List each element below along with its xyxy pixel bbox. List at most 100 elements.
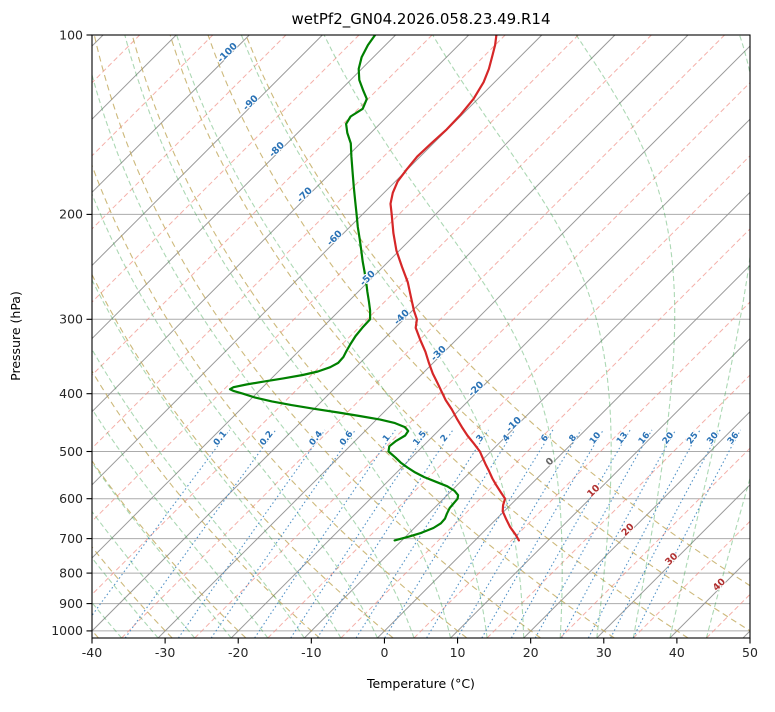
x-tick-label: 0: [380, 645, 388, 660]
y-axis-title: Pressure (hPa): [8, 291, 23, 381]
x-axis-title: Temperature (°C): [366, 676, 475, 691]
mixing-ratio-line: [124, 429, 277, 638]
mixing-ratio-line: [254, 429, 396, 638]
moist-adiabat-line: [176, 35, 488, 638]
moist-adiabat-line: [92, 278, 342, 638]
isotherm-minor-line: [559, 447, 750, 638]
mixing-ratio-label: 0.1: [212, 429, 229, 447]
mixing-ratio-label: 0.2: [258, 429, 275, 447]
mixing-ratio-label: 13: [615, 431, 630, 447]
moist-adiabat-line: [705, 476, 750, 638]
y-tick-label: 500: [59, 444, 83, 459]
moist-adiabat-line: [92, 72, 415, 638]
temperature-curve: [389, 35, 520, 542]
moist-adiabat-line: [669, 35, 750, 638]
isotherm-line: [92, 35, 323, 267]
mixing-ratio-label: 1: [381, 433, 393, 444]
isotherm-line: [92, 35, 470, 413]
mixing-ratio-line: [384, 429, 516, 638]
isotherm-minor-line: [92, 35, 433, 376]
mixing-ratio-line: [316, 429, 454, 638]
dry-adiabat-line: [92, 163, 468, 638]
x-tick-label: 30: [596, 645, 612, 660]
isotherm-label: -20: [466, 379, 486, 399]
moist-adiabat-line: [240, 35, 525, 638]
dry-adiabat-line: [92, 370, 320, 638]
dry-adiabat-line: [245, 35, 750, 587]
dry-adiabat-line: [92, 273, 394, 638]
moist-adiabat-line: [92, 461, 232, 638]
isotherm-line: [92, 35, 177, 120]
dry-adiabat-line: [131, 35, 615, 638]
isotherm-minor-line: [92, 35, 579, 523]
x-tick-label: 40: [669, 645, 685, 660]
y-tick-label: 300: [59, 312, 83, 327]
moist-adiabat-line: [575, 35, 676, 638]
isotherm-line: [596, 484, 750, 638]
y-tick-label: 100: [59, 27, 83, 42]
x-tick-label: 10: [450, 645, 466, 660]
isotherm-line: [92, 35, 689, 632]
moist-adiabat-line: [124, 35, 452, 638]
isotherm-line: [92, 35, 543, 486]
isotherm-line: [92, 35, 396, 340]
mixing-ratio-line: [177, 429, 326, 638]
isotherm-label: 30: [663, 551, 680, 568]
mixing-ratio-label: 1.5: [411, 429, 428, 447]
y-tick-label: 700: [59, 531, 83, 546]
mixing-ratio-label: 25: [685, 431, 700, 447]
mixing-ratio-label: 0.6: [338, 429, 355, 447]
dewpoint-curve: [228, 35, 460, 542]
isotherm-label: -90: [241, 93, 261, 113]
isotherm-label: -70: [295, 185, 315, 205]
field-layer: [92, 35, 750, 638]
y-tick-label: 800: [59, 565, 83, 580]
x-tick-label: -10: [301, 645, 321, 660]
isotherm-minor-line: [92, 35, 506, 449]
isotherm-line: [523, 410, 750, 638]
isotherm-line: [157, 45, 750, 638]
y-tick-label: 200: [59, 207, 83, 222]
isotherm-line: [377, 264, 750, 638]
dry-adiabat-line: [169, 35, 689, 638]
mixing-ratio-line: [481, 429, 604, 638]
y-tick-label: 1000: [51, 623, 83, 638]
mixing-ratio-label: 0.4: [308, 429, 325, 447]
isotherm-line: [742, 630, 750, 638]
isotherm-minor-line: [92, 35, 214, 157]
isotherm-label: -10: [504, 415, 524, 435]
isotherm-minor-line: [92, 35, 287, 230]
moist-adiabat-line: [92, 348, 305, 638]
y-tick-label: 900: [59, 596, 83, 611]
mixing-ratio-label: 30: [705, 431, 720, 447]
moist-adiabat-line: [92, 510, 196, 638]
dry-adiabat-line: [93, 35, 541, 638]
mixing-ratio-label: 6: [539, 433, 551, 444]
mixing-ratio-label: 2: [439, 433, 451, 444]
dry-adiabat-line: [207, 35, 750, 632]
isotherm-label: -50: [358, 268, 378, 288]
isotherm-minor-line: [121, 35, 725, 638]
y-tick-label: 600: [59, 491, 83, 506]
isotherm-label: 20: [620, 521, 637, 538]
mixing-ratio-line: [210, 429, 356, 638]
dry-adiabat-line: [92, 546, 173, 638]
mixing-ratio-line: [290, 429, 429, 638]
mixing-ratio-line: [456, 429, 582, 638]
isotherm-minor-line: [632, 520, 750, 638]
mixing-ratio-line: [587, 429, 701, 638]
isotherm-label: -30: [429, 344, 449, 364]
mixing-ratio-label: 3: [475, 433, 487, 444]
isotherm-minor-line: [194, 81, 750, 638]
x-tick-label: -30: [155, 645, 175, 660]
isotherm-label: 10: [585, 482, 602, 499]
mixing-ratio-label: 10: [588, 431, 603, 447]
isotherm-minor-line: [340, 228, 750, 638]
x-tick-label: 50: [742, 645, 758, 660]
isotherm-minor-line: [486, 374, 750, 638]
isotherm-label: -80: [267, 140, 287, 160]
mixing-ratio-line: [510, 429, 631, 638]
mixing-ratio-line: [355, 429, 489, 638]
